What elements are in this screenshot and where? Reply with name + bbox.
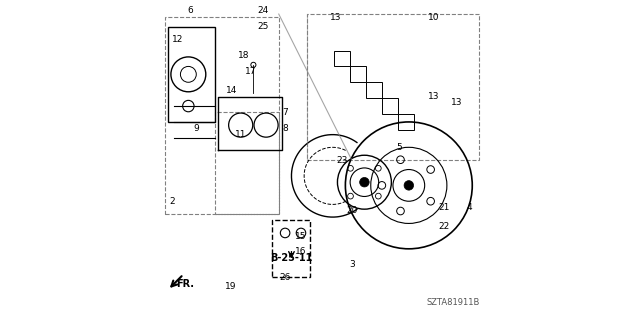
- Text: 20: 20: [346, 206, 357, 215]
- Text: 3: 3: [349, 260, 355, 269]
- Text: 13: 13: [451, 99, 462, 108]
- Text: 6: 6: [187, 6, 193, 15]
- Bar: [215, 112, 279, 214]
- Bar: [397, 114, 413, 130]
- Bar: [366, 82, 382, 98]
- Text: 17: 17: [244, 67, 256, 76]
- Text: 16: 16: [295, 247, 307, 257]
- Bar: [334, 51, 350, 67]
- Text: FR.: FR.: [176, 279, 194, 289]
- Text: 12: 12: [172, 35, 183, 44]
- Text: SZTA81911B: SZTA81911B: [426, 298, 480, 307]
- Text: 4: 4: [467, 203, 472, 212]
- Text: 9: 9: [193, 124, 199, 133]
- Bar: [168, 27, 215, 122]
- Text: 7: 7: [282, 108, 288, 117]
- Text: 15: 15: [295, 232, 307, 241]
- Text: 2: 2: [170, 197, 175, 206]
- Text: 14: 14: [225, 86, 237, 95]
- Text: 23: 23: [337, 156, 348, 164]
- Bar: [382, 98, 397, 114]
- Text: 5: 5: [396, 143, 402, 152]
- Text: 13: 13: [428, 92, 440, 101]
- Text: 21: 21: [438, 203, 449, 212]
- Text: 8: 8: [282, 124, 288, 133]
- Text: 11: 11: [235, 130, 246, 139]
- Text: B-25-11: B-25-11: [270, 253, 312, 263]
- Bar: [273, 220, 310, 277]
- Circle shape: [360, 178, 369, 187]
- Text: 18: 18: [238, 51, 250, 60]
- Text: 19: 19: [225, 282, 237, 292]
- Circle shape: [404, 180, 413, 190]
- Text: 24: 24: [257, 6, 269, 15]
- Bar: [350, 67, 366, 82]
- Text: 22: 22: [438, 222, 449, 231]
- Bar: [307, 14, 479, 160]
- Text: 26: 26: [280, 273, 291, 282]
- Bar: [164, 17, 279, 214]
- Text: 25: 25: [257, 22, 269, 31]
- Text: 10: 10: [428, 13, 440, 22]
- Text: 13: 13: [330, 13, 342, 22]
